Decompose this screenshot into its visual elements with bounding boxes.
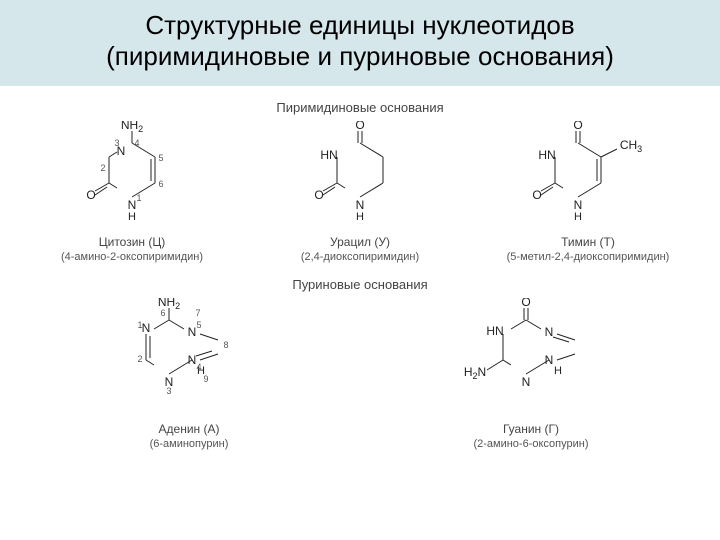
thymine-label: Тимин (Т) bbox=[474, 235, 702, 251]
title-line1: Структурные единицы нуклеотидов bbox=[145, 10, 574, 40]
svg-text:HN: HN bbox=[538, 148, 555, 162]
title-line2: (пиримидиновые и пуриновые основания) bbox=[106, 41, 614, 71]
guanine-structure: O HN N N N H H2N bbox=[431, 298, 631, 418]
svg-text:4: 4 bbox=[134, 138, 139, 148]
svg-text:H: H bbox=[554, 365, 562, 377]
adenine-structure: NH2 N N N N H 6 1 2 3 4 5 7 8 9 bbox=[94, 298, 284, 418]
svg-text:5: 5 bbox=[158, 153, 163, 163]
thymine-sub: (5-метил-2,4-диоксопиримидин) bbox=[474, 251, 702, 263]
pyrimidine-heading: Пиримидиновые основания bbox=[0, 100, 720, 115]
svg-text:1: 1 bbox=[137, 320, 142, 330]
svg-text:6: 6 bbox=[158, 179, 163, 189]
svg-text:N: N bbox=[545, 325, 554, 339]
svg-text:O: O bbox=[355, 121, 364, 132]
svg-text:O: O bbox=[532, 188, 541, 202]
svg-text:H: H bbox=[574, 211, 582, 223]
svg-text:N: N bbox=[142, 321, 151, 335]
svg-text:N: N bbox=[545, 353, 554, 367]
svg-text:HN: HN bbox=[486, 324, 503, 338]
svg-text:5: 5 bbox=[196, 320, 201, 330]
cytosine-block: NH2 N N H O 3 4 5 6 1 2 Цитозин (Ц) (4-а… bbox=[18, 121, 246, 263]
svg-text:H: H bbox=[128, 211, 136, 223]
svg-text:H: H bbox=[356, 211, 364, 223]
svg-text:7: 7 bbox=[195, 308, 200, 318]
svg-text:N: N bbox=[188, 325, 197, 339]
thymine-structure: O HN N H O CH3 bbox=[503, 121, 673, 231]
svg-text:2: 2 bbox=[137, 354, 142, 364]
svg-text:N: N bbox=[356, 198, 365, 212]
svg-text:CH3: CH3 bbox=[620, 138, 642, 154]
svg-text:9: 9 bbox=[203, 374, 208, 384]
svg-text:1: 1 bbox=[136, 193, 141, 203]
svg-text:6: 6 bbox=[160, 308, 165, 318]
svg-text:N: N bbox=[128, 198, 137, 212]
pyrimidine-row: NH2 N N H O 3 4 5 6 1 2 Цитозин (Ц) (4-а… bbox=[0, 121, 720, 263]
svg-text:O: O bbox=[314, 188, 323, 202]
purine-row: NH2 N N N N H 6 1 2 3 4 5 7 8 9 Аденин (… bbox=[0, 298, 720, 450]
page-title: Структурные единицы нуклеотидов (пиримид… bbox=[20, 10, 700, 72]
thymine-block: O HN N H O CH3 Тимин (Т) (5-метил-2,4-ди… bbox=[474, 121, 702, 263]
svg-text:N: N bbox=[188, 353, 197, 367]
uracil-block: O HN N H O Урацил (У) (2,4-диоксопиримид… bbox=[246, 121, 474, 263]
svg-text:H2N: H2N bbox=[464, 365, 486, 381]
cytosine-structure: NH2 N N H O 3 4 5 6 1 2 bbox=[57, 121, 207, 231]
adenine-block: NH2 N N N N H 6 1 2 3 4 5 7 8 9 Аденин (… bbox=[18, 298, 360, 450]
svg-text:2: 2 bbox=[100, 163, 105, 173]
cytosine-sub: (4-амино-2-оксопиримидин) bbox=[18, 251, 246, 263]
guanine-block: O HN N N N H H2N Гуанин (Г) (2-амино-6-о… bbox=[360, 298, 702, 450]
uracil-structure: O HN N H O bbox=[285, 121, 435, 231]
svg-text:O: O bbox=[573, 121, 582, 132]
uracil-sub: (2,4-диоксопиримидин) bbox=[246, 251, 474, 263]
purine-heading: Пуриновые основания bbox=[0, 277, 720, 292]
adenine-label: Аденин (А) bbox=[18, 422, 360, 438]
svg-text:O: O bbox=[86, 188, 95, 202]
cytosine-label: Цитозин (Ц) bbox=[18, 235, 246, 251]
svg-text:HN: HN bbox=[320, 148, 337, 162]
guanine-sub: (2-амино-6-оксопурин) bbox=[360, 438, 702, 450]
title-banner: Структурные единицы нуклеотидов (пиримид… bbox=[0, 0, 720, 86]
guanine-label: Гуанин (Г) bbox=[360, 422, 702, 438]
svg-text:N: N bbox=[522, 375, 531, 389]
svg-text:O: O bbox=[521, 298, 530, 309]
svg-text:N: N bbox=[574, 198, 583, 212]
adenine-sub: (6-аминопурин) bbox=[18, 438, 360, 450]
svg-text:8: 8 bbox=[223, 340, 228, 350]
uracil-label: Урацил (У) bbox=[246, 235, 474, 251]
svg-text:3: 3 bbox=[166, 386, 171, 396]
svg-text:3: 3 bbox=[114, 138, 119, 148]
svg-text:4: 4 bbox=[196, 362, 201, 372]
